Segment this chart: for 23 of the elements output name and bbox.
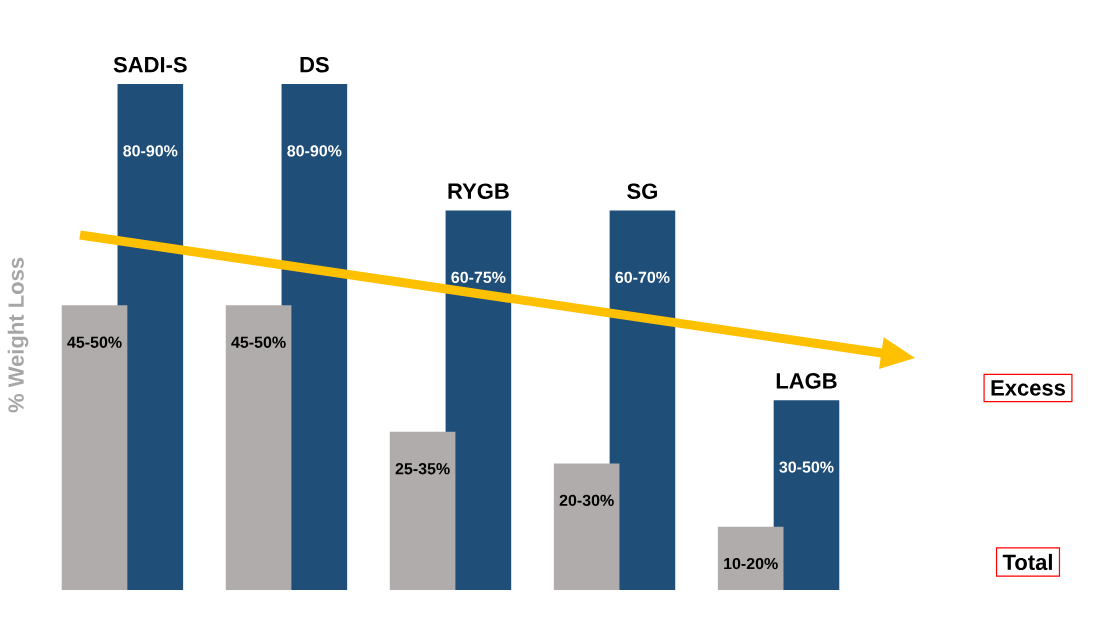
x-tick-label: RYGB (448, 183, 509, 199)
x-tick-label: SADI-S (113, 56, 187, 73)
data-label: 20-30% (559, 494, 614, 507)
bar (717, 526, 784, 590)
x-tick-label: LAGB (776, 373, 837, 389)
data-label: 80-90% (123, 145, 178, 157)
data-label: 60-70% (615, 271, 670, 284)
text: Excess (991, 380, 1066, 396)
data-label: 25-35% (395, 463, 450, 475)
y-axis-title: % Weight Loss (7, 257, 29, 413)
text: Total (1002, 553, 1052, 571)
bar (225, 305, 292, 590)
bar (553, 463, 620, 590)
x-tick-label: SG (627, 183, 657, 199)
x-tick-label: DS (300, 56, 329, 73)
bar (61, 305, 128, 590)
data-label: 45-50% (231, 336, 286, 348)
data-label: 30-50% (779, 461, 834, 473)
data-label: 45-50% (67, 336, 122, 348)
bar (389, 431, 456, 590)
data-label: 10-20% (724, 557, 778, 570)
data-label: 80-90% (287, 145, 342, 157)
data-label: 60-75% (451, 271, 506, 284)
